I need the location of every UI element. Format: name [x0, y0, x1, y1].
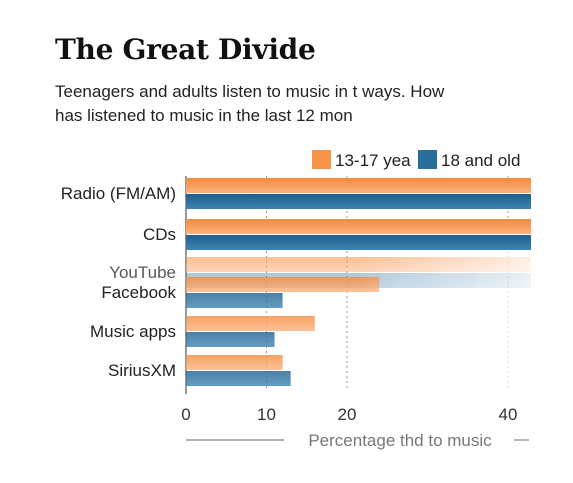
bar-music-apps-18-and-old: [186, 332, 275, 347]
bar-music-apps-13-17-yea: [186, 316, 315, 331]
x-tick-label-0: 0: [181, 405, 190, 424]
x-tick-label-20: 20: [338, 405, 357, 424]
legend-label-18-and-old: 18 and old: [441, 151, 520, 170]
chart-subtitle-line-1: Teenagers and adults listen to music in …: [55, 82, 445, 101]
bar-radio-fm-am-18-and-old: [186, 194, 531, 209]
category-label-music-apps: Music apps: [90, 322, 176, 341]
category-label-facebook: Facebook: [101, 283, 176, 302]
category-label-cds: CDs: [143, 225, 176, 244]
bar-facebook-18-and-old: [186, 293, 283, 308]
x-tick-label-10: 10: [257, 405, 276, 424]
bar-siriusxm-13-17-yea: [186, 355, 283, 370]
x-axis-label: Percentage thd to music: [308, 431, 492, 450]
category-label-radio-fm-am: Radio (FM/AM): [61, 184, 176, 203]
x-axis-label-group: Percentage thd to music: [186, 431, 529, 450]
x-tick-labels: 010204050: [181, 405, 518, 424]
legend-label-13-17-yea: 13-17 yea: [335, 151, 411, 170]
chart-title: The Great Divide: [55, 33, 316, 66]
bar-fade-overlay: [360, 250, 531, 390]
bar-radio-fm-am-13-17-yea: [186, 178, 531, 193]
bar-cds-13-17-yea: [186, 219, 531, 234]
bar-siriusxm-18-and-old: [186, 371, 291, 386]
legend-swatch-13-17-yea: [312, 150, 331, 169]
bars: [186, 178, 531, 390]
bar-cds-18-and-old: [186, 235, 531, 250]
category-label-youtube: YouTube: [109, 263, 176, 282]
bar-facebook-13-17-yea: [186, 277, 380, 292]
legend: 13-17 yea 18 and old: [312, 150, 520, 170]
x-tick-label-40: 40: [499, 405, 518, 424]
category-label-siriusxm: SiriusXM: [108, 361, 176, 380]
legend-swatch-18-and-old: [418, 150, 437, 169]
chart-subtitle-line-2: has listened to music in the last 12 mon: [55, 106, 353, 125]
